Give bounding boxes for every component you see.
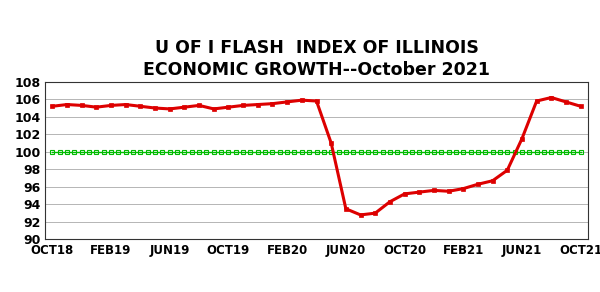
Title: U OF I FLASH  INDEX OF ILLINOIS
ECONOMIC GROWTH--October 2021: U OF I FLASH INDEX OF ILLINOIS ECONOMIC … bbox=[143, 39, 490, 79]
